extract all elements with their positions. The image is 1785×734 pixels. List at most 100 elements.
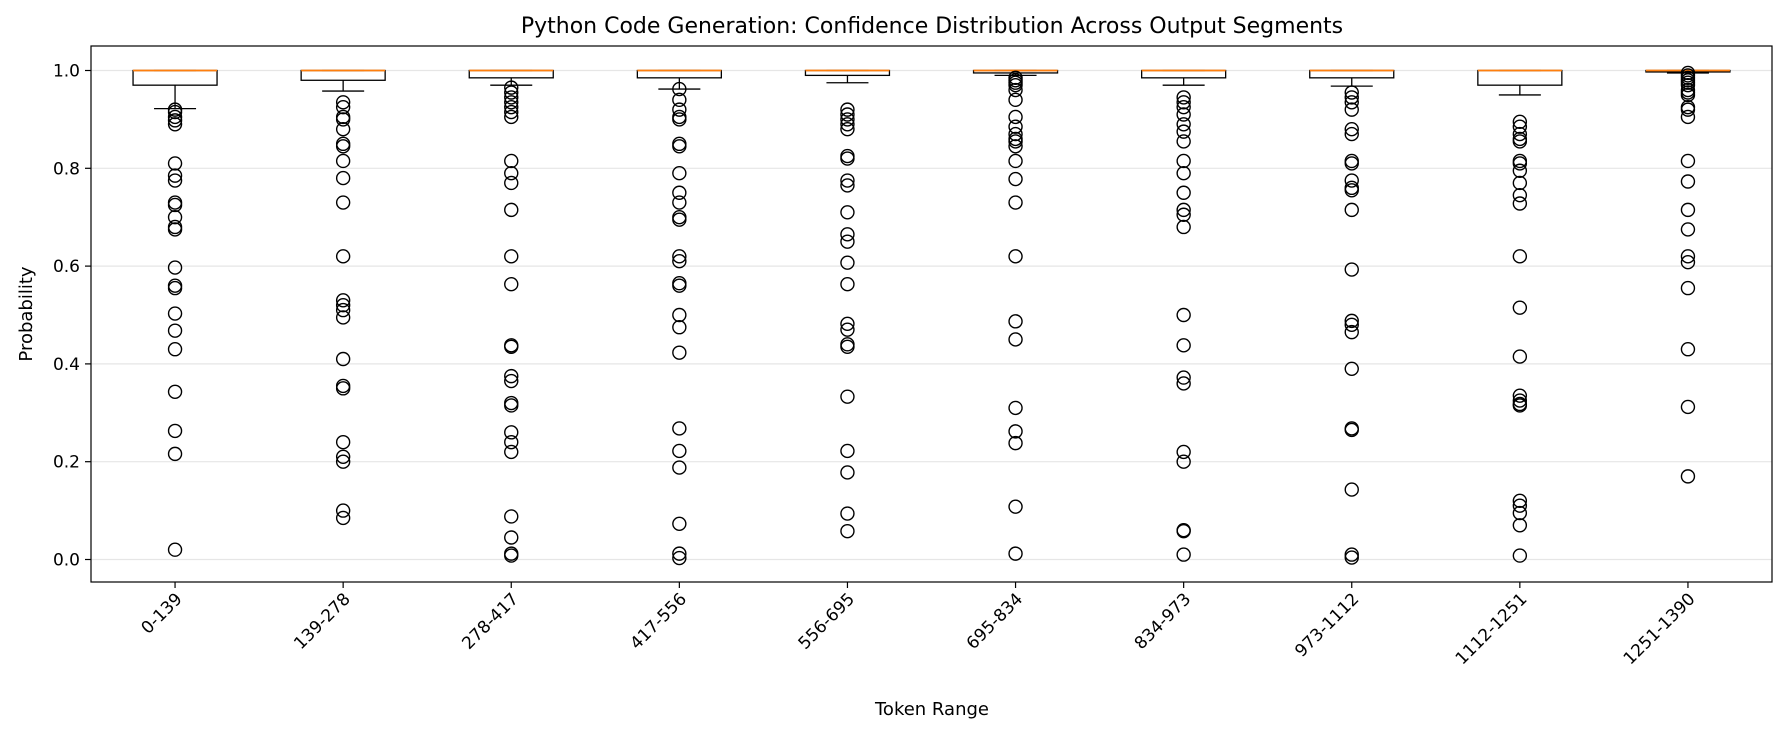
- outlier-point: [1176, 107, 1191, 122]
- outlier-point: [1344, 482, 1359, 497]
- box-group-278-417: [468, 69, 554, 563]
- outlier-point: [1176, 90, 1191, 105]
- x-axis: 0-139 139-278 278-417 417-556 556-695 695-834…: [138, 582, 1699, 669]
- plot-frame: [90, 45, 1773, 583]
- outlier-point: [840, 443, 855, 459]
- outlier-point: [1176, 207, 1191, 222]
- outlier-point: [1176, 444, 1191, 460]
- outlier-point: [840, 255, 855, 270]
- chart-title: Python Code Generation: Confidence Distr…: [521, 14, 1343, 39]
- outlier-point: [1680, 280, 1696, 296]
- outlier-point: [167, 423, 183, 439]
- outlier-point: [840, 117, 855, 132]
- outlier-point: [672, 307, 687, 323]
- outlier-point: [504, 398, 519, 413]
- outlier-point: [840, 465, 855, 480]
- outlier-point: [1512, 119, 1528, 134]
- outlier-point: [1344, 317, 1359, 332]
- outlier-point: [1680, 87, 1696, 103]
- outlier-point: [840, 102, 855, 117]
- outlier-point: [167, 197, 183, 213]
- outlier-point: [1344, 361, 1359, 376]
- outlier-point: [672, 546, 687, 561]
- box-iqr: [468, 69, 554, 79]
- outlier-point: [504, 99, 519, 115]
- outlier-point: [1176, 202, 1191, 218]
- y-tick-label: 0.8: [53, 159, 80, 179]
- outlier-point: [672, 421, 687, 436]
- outlier-point: [1008, 134, 1023, 149]
- outlier-point: [1176, 338, 1191, 353]
- outlier-point: [167, 384, 183, 399]
- outlier-point: [504, 434, 519, 450]
- outlier-point: [335, 298, 351, 313]
- outlier-point: [672, 278, 687, 293]
- x-tick-label: 417-556: [627, 589, 691, 653]
- x-tick-label: 0-139: [138, 589, 187, 638]
- box-iqr: [300, 69, 386, 81]
- x-tick-label: 695-834: [963, 589, 1027, 653]
- outlier-point: [1008, 153, 1023, 169]
- outlier-point: [840, 112, 855, 127]
- outlier-point: [167, 222, 183, 237]
- outlier-point: [167, 173, 183, 188]
- outlier-point: [1512, 398, 1528, 413]
- x-tick-label: 1112-1251: [1452, 589, 1532, 669]
- outlier-point: [1008, 400, 1023, 416]
- box-group-973-1112: [1309, 69, 1395, 565]
- outlier-point: [335, 121, 351, 137]
- outlier-point: [335, 510, 351, 526]
- outlier-point: [335, 449, 351, 465]
- outlier-point: [1344, 183, 1359, 198]
- outlier-point: [504, 153, 519, 169]
- outlier-point: [672, 345, 687, 360]
- outlier-point: [672, 185, 687, 200]
- outlier-point: [1008, 109, 1023, 125]
- outlier-point: [335, 99, 351, 115]
- outlier-point: [1512, 163, 1528, 178]
- box-iqr: [132, 69, 218, 86]
- outlier-point: [672, 212, 687, 227]
- box-group-1251-1390: [1645, 65, 1731, 484]
- outlier-point: [1008, 171, 1023, 187]
- outlier-point: [335, 249, 351, 264]
- outlier-point: [1176, 523, 1191, 539]
- outlier-point: [1512, 388, 1528, 403]
- outlier-point: [1344, 156, 1359, 171]
- outlier-point: [1680, 249, 1696, 264]
- outlier-point: [1680, 399, 1696, 415]
- outlier-point: [504, 80, 519, 95]
- outlier-point: [1008, 249, 1023, 264]
- outlier-point: [672, 112, 687, 127]
- outlier-point: [1176, 185, 1191, 200]
- outlier-point: [1008, 424, 1023, 439]
- outlier-point: [1008, 82, 1023, 98]
- outlier-point: [840, 389, 855, 404]
- outlier-point: [335, 310, 351, 325]
- outlier-point: [1008, 139, 1023, 154]
- outlier-point: [335, 302, 351, 318]
- outlier-point: [1344, 262, 1359, 277]
- outlier-point: [1176, 219, 1191, 235]
- outlier-point: [335, 293, 351, 308]
- outlier-point: [167, 113, 183, 128]
- outlier-point: [1176, 370, 1191, 385]
- outlier-point: [1344, 324, 1359, 340]
- y-tick-label: 0.2: [53, 453, 80, 473]
- grid-lines: [91, 69, 1772, 561]
- x-tick-label: 834-973: [1131, 589, 1195, 653]
- outlier-point: [840, 205, 855, 220]
- outlier-point: [1512, 300, 1528, 315]
- outlier-point: [504, 444, 519, 460]
- outlier-point: [1680, 102, 1696, 117]
- outlier-point: [335, 170, 351, 186]
- outlier-point: [1008, 546, 1023, 561]
- outlier-point: [167, 323, 183, 338]
- x-tick-label: 139-278: [290, 589, 354, 653]
- outlier-point: [1176, 307, 1191, 323]
- outlier-point: [504, 425, 519, 440]
- outlier-point: [672, 195, 687, 210]
- outlier-point: [504, 85, 519, 100]
- outlier-point: [672, 249, 687, 264]
